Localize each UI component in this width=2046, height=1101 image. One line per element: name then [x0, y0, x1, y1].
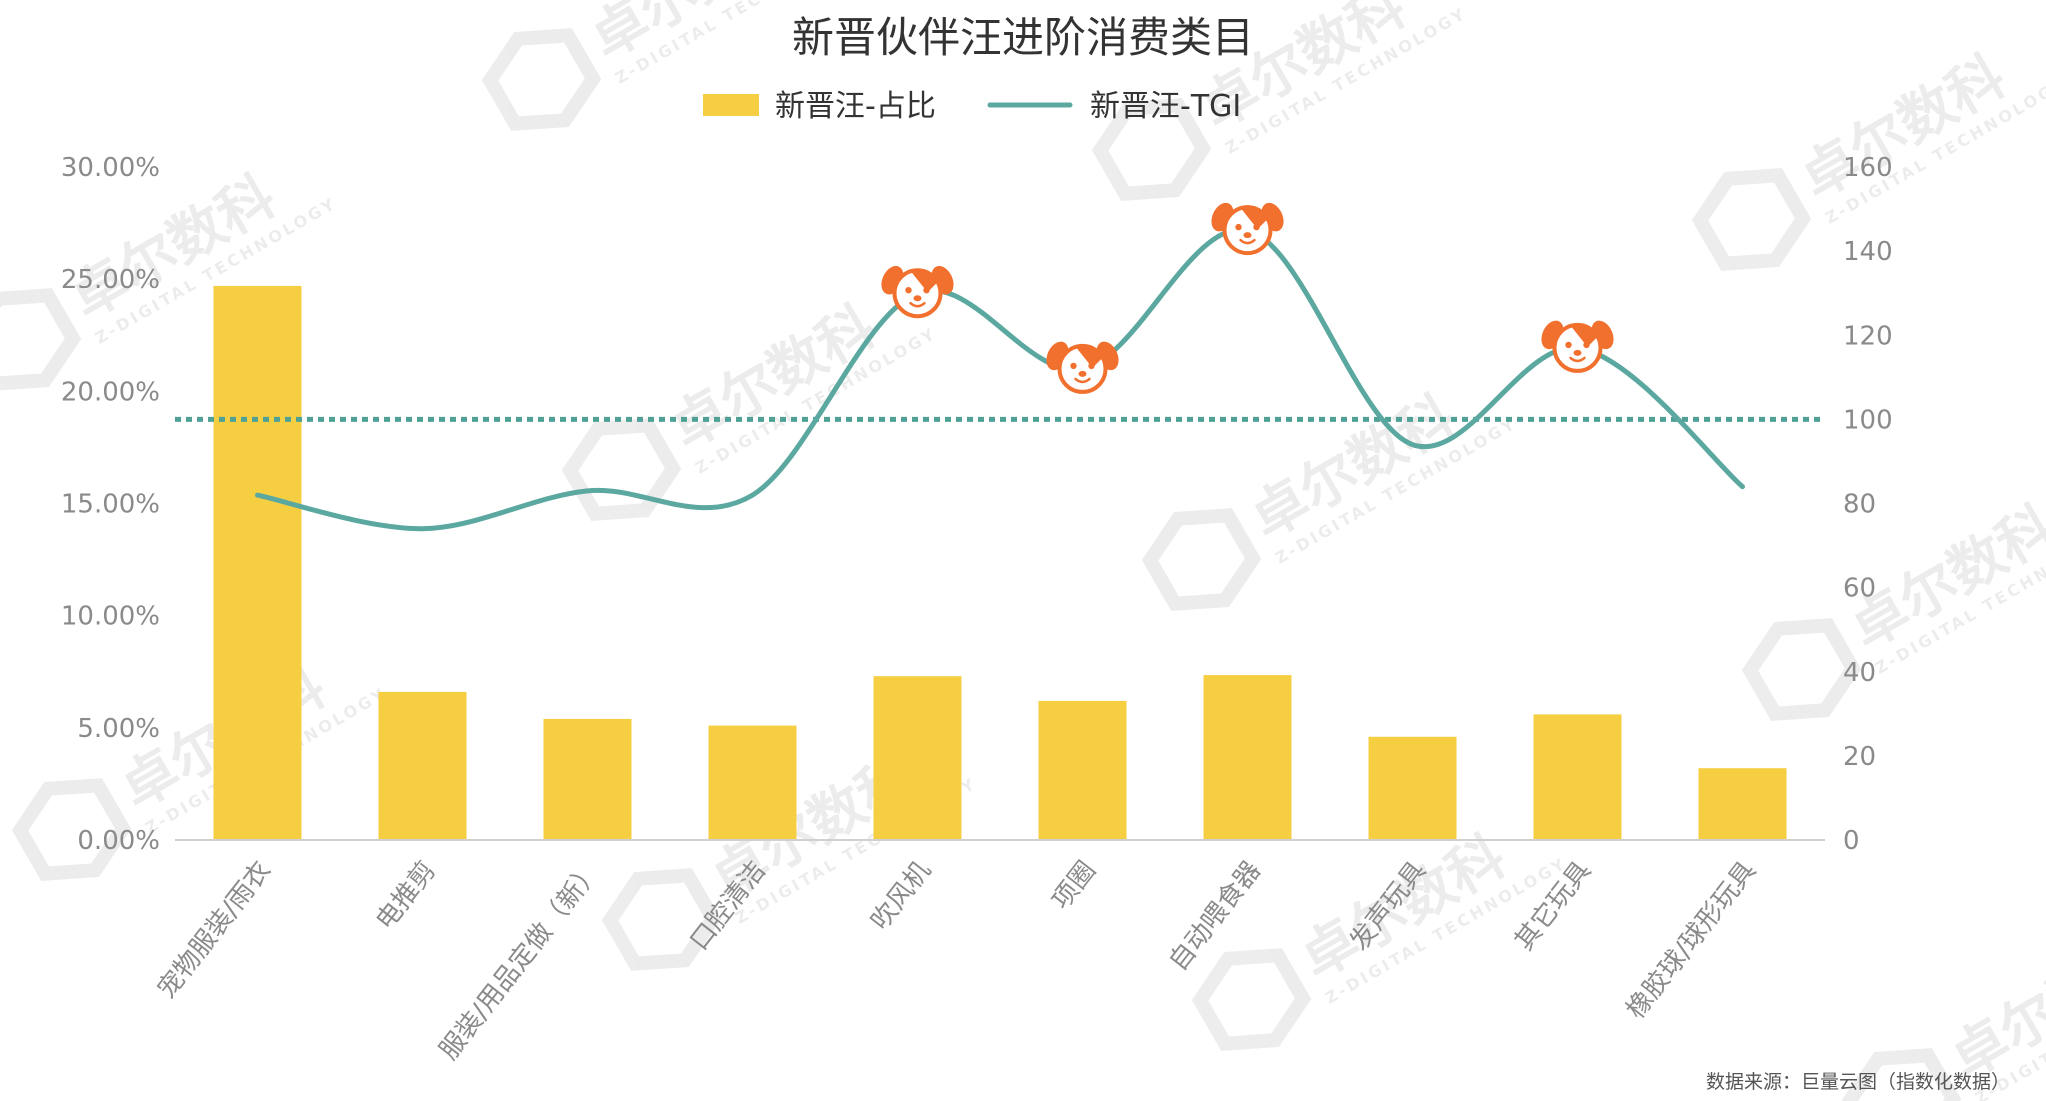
y-right-tick-label: 60 — [1843, 574, 1876, 604]
y-right-tick-label: 80 — [1843, 490, 1876, 520]
x-category-label: 服装/用品定做（新） — [434, 856, 607, 1066]
bar — [873, 676, 962, 840]
bar — [708, 725, 797, 840]
watermark-logo — [1841, 1048, 1962, 1101]
y-left-tick-label: 20.00% — [61, 377, 160, 407]
bar — [1203, 675, 1292, 840]
y-left-tick-label: 10.00% — [61, 602, 160, 632]
legend-label-line: 新晋汪-TGI — [1090, 89, 1241, 124]
watermark-logo — [601, 868, 722, 971]
bar — [378, 691, 467, 840]
watermark-logo — [1141, 508, 1262, 611]
bar — [543, 718, 632, 840]
dog-icon — [1211, 202, 1284, 256]
watermark-logo — [1091, 98, 1212, 201]
x-category-label: 宠物服装/雨衣 — [152, 856, 277, 1004]
bar-series — [213, 285, 1787, 840]
dog-icon — [881, 265, 954, 319]
x-category-label: 吹风机 — [865, 856, 937, 936]
legend: 新晋汪-占比 新晋汪-TGI — [703, 89, 1241, 124]
bar — [1038, 700, 1127, 840]
y-left-tick-label: 0.00% — [77, 826, 160, 856]
watermark-logo — [561, 418, 682, 521]
x-category-label: 电推剪 — [370, 856, 442, 936]
dog-markers — [881, 202, 1614, 394]
watermark-logo — [481, 28, 602, 131]
y-right-tick-label: 0 — [1843, 826, 1860, 856]
watermark-logo — [1741, 618, 1862, 721]
line-series — [255, 226, 1745, 532]
y-right-tick-label: 100 — [1843, 405, 1893, 435]
y-left-tick-label: 15.00% — [61, 490, 160, 520]
bar — [213, 285, 302, 840]
dog-icon — [1046, 341, 1119, 394]
y-left-tick-label: 30.00% — [61, 153, 160, 183]
y-right-tick-label: 160 — [1843, 153, 1893, 183]
y-left-tick-label: 25.00% — [61, 265, 160, 295]
y-right-tick-label: 140 — [1843, 237, 1893, 267]
watermark-logo — [1691, 168, 1812, 271]
y-right-tick-label: 20 — [1843, 742, 1876, 772]
y-left-tick-label: 5.00% — [77, 714, 160, 744]
watermark-logo — [0, 288, 82, 391]
source-note: 数据来源：巨量云图（指数化数据） — [1706, 1071, 2010, 1093]
bar — [1698, 768, 1787, 840]
dog-icon — [1541, 320, 1614, 373]
y-right-tick-label: 120 — [1843, 321, 1893, 351]
y-axis-left: 0.00% 5.00% 10.00% 15.00% 20.00% 25.00% 30.00% — [61, 153, 160, 856]
y-axis-right: 0 20 40 60 80 100 120 140 160 — [1843, 153, 1893, 856]
watermark-logo — [11, 778, 132, 881]
legend-swatch-bar — [703, 94, 759, 116]
watermark-logo — [1191, 948, 1312, 1051]
chart-title: 新晋伙伴汪进阶消费类目 — [792, 13, 1254, 62]
y-right-tick-label: 40 — [1843, 658, 1876, 688]
bar — [1368, 736, 1457, 840]
legend-label-bar: 新晋汪-占比 — [775, 89, 936, 124]
x-category-label: 项圈 — [1046, 856, 1102, 915]
bar — [1533, 714, 1622, 840]
x-category-label: 橡胶球/球形玩具 — [1621, 856, 1762, 1025]
